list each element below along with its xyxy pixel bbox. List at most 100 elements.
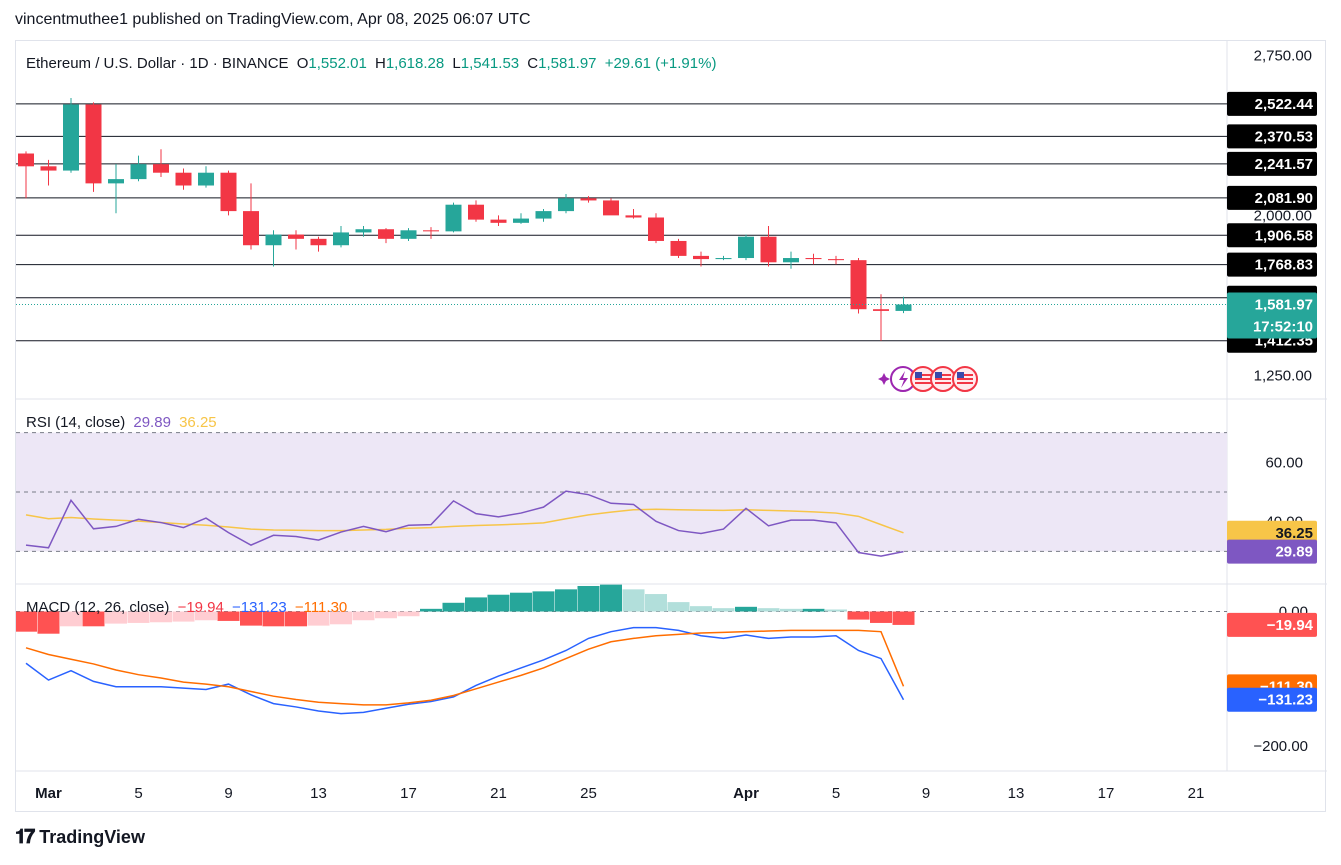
candle-body xyxy=(895,304,912,311)
level-label: 2,522.44 xyxy=(1255,96,1314,113)
macd-hist-last-label-bg xyxy=(1227,612,1317,637)
macd-histogram-bar xyxy=(172,611,195,622)
time-tick-label: 13 xyxy=(1008,785,1025,802)
rsi-ma-line xyxy=(25,508,904,534)
candle-body xyxy=(558,198,574,212)
level-label-bg xyxy=(1227,252,1317,277)
tradingview-footer[interactable]: 𝟏𝟕 TradingView xyxy=(15,826,145,849)
macd-signal-line xyxy=(25,629,905,706)
macd-hist-last-label: −19.94 xyxy=(1267,617,1314,634)
candle-body xyxy=(513,218,529,223)
macd-tick-label: −200.00 xyxy=(1253,738,1308,755)
open-label: O xyxy=(296,55,309,72)
macd-histogram-bar xyxy=(510,592,532,612)
macd-histogram-bar xyxy=(847,611,870,620)
macd-histogram-bar xyxy=(532,591,555,612)
bar-countdown-label: 17:52:10 xyxy=(1253,319,1313,336)
flag-stripe xyxy=(915,382,931,384)
macd-line xyxy=(25,626,905,715)
macd-line-value: −131.23 xyxy=(232,599,287,616)
flag-stripe xyxy=(957,374,973,376)
rsi-band xyxy=(16,432,1227,552)
publish-header: vincentmuthee1 published on TradingView.… xyxy=(15,11,531,29)
candle-body xyxy=(535,211,552,219)
macd-histogram-bar xyxy=(262,611,285,627)
macd-last-label-bg xyxy=(1227,687,1317,712)
rsi-line xyxy=(25,490,904,557)
price-tick-label: 2,000.00 xyxy=(1254,207,1312,224)
candle-body xyxy=(670,240,687,256)
candle-body xyxy=(423,230,439,232)
candle-body xyxy=(693,255,709,260)
macd-histogram-bar xyxy=(217,611,240,621)
level-label-bg xyxy=(1227,124,1317,149)
publish-text: vincentmuthee1 published on TradingView.… xyxy=(15,11,531,28)
candle-body xyxy=(648,217,664,241)
chart-canvas[interactable]: 2,750.00 2,000.00 1,250.00 2,522.44 2,370.53… xyxy=(16,41,1327,813)
rsi-last-label: 29.89 xyxy=(1275,544,1313,561)
candle-body xyxy=(153,164,169,173)
flag-stripe xyxy=(935,378,951,380)
candle-body xyxy=(715,258,732,260)
candle-body xyxy=(63,104,79,171)
macd-histogram-bar xyxy=(442,602,465,612)
macd-histogram-bar xyxy=(577,585,600,612)
flag-stripe xyxy=(935,382,951,384)
macd-histogram-bar xyxy=(82,611,105,627)
low-value: 1,541.53 xyxy=(460,55,520,72)
macd-signal-value: −111.30 xyxy=(294,599,348,616)
symbol-title[interactable]: Ethereum / U.S. Dollar · 1D · BINANCE xyxy=(26,55,289,72)
candle-body xyxy=(378,229,394,239)
rsi-value: 29.89 xyxy=(133,414,171,431)
candle-body xyxy=(738,236,754,259)
time-tick-label: 5 xyxy=(134,785,142,802)
flag-stripe xyxy=(957,378,973,380)
us-flag-event-icon xyxy=(930,366,956,392)
macd-histogram-bar xyxy=(757,608,780,612)
macd-histogram-bar xyxy=(555,589,577,612)
macd-legend: MACD (12, 26, close) −19.94 −131.23 −111… xyxy=(26,599,351,616)
time-tick-label: 25 xyxy=(580,785,597,802)
time-tick-label: 21 xyxy=(490,785,507,802)
us-flag-event-icon xyxy=(952,366,978,392)
macd-histogram-bar xyxy=(487,594,510,612)
flag-stripe xyxy=(957,382,973,384)
close-label: C xyxy=(527,55,539,72)
time-tick-label: 21 xyxy=(1188,785,1205,802)
brand-name: TradingView xyxy=(39,827,145,847)
price-legend: Ethereum / U.S. Dollar · 1D · BINANCE O 1… xyxy=(26,55,720,72)
time-tick-label: 5 xyxy=(832,785,840,802)
sparkle-icon xyxy=(878,373,890,385)
macd-histogram-bar xyxy=(285,611,307,627)
macd-histogram-bar xyxy=(645,594,667,612)
flag-stripe xyxy=(915,378,931,380)
level-label-bg xyxy=(1227,151,1317,176)
chart-area[interactable]: 2,750.00 2,000.00 1,250.00 2,522.44 2,370.53… xyxy=(15,40,1327,813)
us-flag-event-icon xyxy=(910,366,936,392)
candle-body xyxy=(333,232,349,246)
time-tick-label: 17 xyxy=(1098,785,1115,802)
lightning-event-icon xyxy=(890,366,916,392)
candle-body xyxy=(400,230,417,239)
candle-body xyxy=(445,204,462,232)
candle-body xyxy=(18,153,34,167)
macd-histogram-bar xyxy=(105,611,127,624)
macd-title[interactable]: MACD (12, 26, close) xyxy=(26,599,170,616)
close-value: 1,581.97 xyxy=(538,55,597,72)
rsi-title[interactable]: RSI (14, close) xyxy=(26,414,126,431)
last-price-tag-bg xyxy=(1227,292,1317,339)
macd-histogram-bar xyxy=(780,608,802,612)
macd-hist-value: −19.94 xyxy=(177,599,224,616)
macd-last-label: −131.23 xyxy=(1258,692,1313,709)
flag-canton xyxy=(935,372,942,378)
macd-histogram-bar xyxy=(352,611,375,621)
flag-canton xyxy=(957,372,964,378)
rsi-ma-last-label: 36.25 xyxy=(1275,525,1313,542)
rsi-tick-label: 60.00 xyxy=(1265,454,1303,471)
candle-body xyxy=(468,204,484,220)
macd-histogram-bar xyxy=(622,589,645,612)
level-label-bg xyxy=(1227,185,1317,210)
time-tick-label: 9 xyxy=(224,785,232,802)
time-tick-label: Mar xyxy=(35,785,62,802)
candle-body xyxy=(130,164,147,180)
